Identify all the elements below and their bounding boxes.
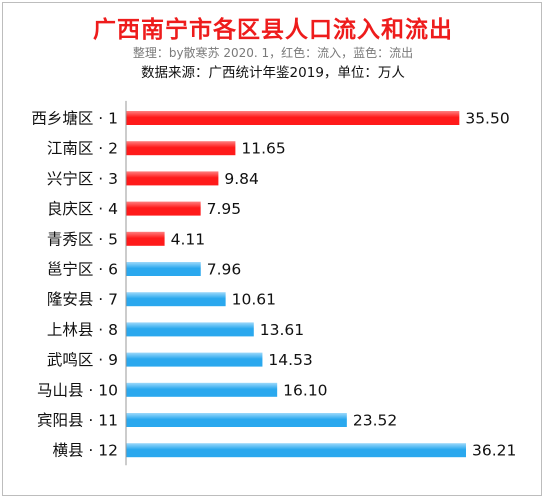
bar-10 (126, 382, 278, 397)
bar-2 (126, 141, 236, 156)
bar-4 (126, 201, 201, 216)
bar-3 (126, 171, 219, 186)
bar-5 (126, 231, 165, 246)
bar-8 (126, 322, 254, 337)
bar-1 (126, 111, 460, 125)
value-label-2: 11.65 (241, 140, 285, 158)
value-label-9: 14.53 (268, 351, 312, 369)
chart-frame (2, 2, 542, 496)
category-label-2: 江南区 · 2 (47, 140, 118, 158)
bar-7 (126, 292, 226, 307)
bar-6 (126, 262, 201, 276)
value-label-1: 35.50 (465, 110, 509, 128)
category-label-7: 隆安县 · 7 (47, 291, 118, 309)
category-label-3: 兴宁区 · 3 (47, 170, 118, 188)
chart-subtitle: 整理：by散寒苏 2020. 1，红色：流入，蓝色：流出 (132, 46, 414, 60)
category-label-8: 上林县 · 8 (47, 321, 118, 339)
bar-11 (126, 413, 347, 427)
value-label-11: 23.52 (353, 412, 397, 430)
chart-title: 广西南宁市各区县人口流入和流出 (93, 17, 453, 43)
value-label-6: 7.96 (207, 261, 242, 279)
data-source-note: 数据来源：广西统计年鉴2019，单位：万人 (141, 65, 405, 81)
category-label-10: 马山县 · 10 (37, 381, 118, 399)
category-label-4: 良庆区 · 4 (47, 200, 118, 218)
value-label-5: 4.11 (171, 230, 206, 248)
value-label-10: 16.10 (283, 381, 327, 399)
value-label-7: 10.61 (232, 291, 276, 309)
category-label-12: 横县 · 12 (52, 442, 118, 460)
category-label-5: 青秀区 · 5 (47, 230, 118, 248)
category-label-6: 邕宁区 · 6 (47, 261, 118, 279)
value-label-8: 13.61 (260, 321, 304, 339)
category-label-11: 宾阳县 · 11 (37, 412, 118, 430)
category-label-1: 西乡塘区 · 1 (31, 110, 118, 128)
value-label-4: 7.95 (207, 200, 242, 218)
bar-9 (126, 352, 263, 367)
bar-12 (126, 443, 466, 458)
value-label-12: 36.21 (472, 442, 516, 460)
value-label-3: 9.84 (224, 170, 259, 188)
category-label-9: 武鸣区 · 9 (47, 351, 118, 369)
